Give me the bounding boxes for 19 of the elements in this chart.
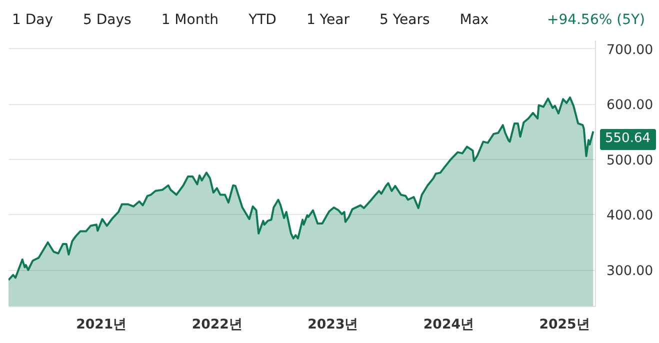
- y-tick-label: 700.00: [606, 42, 654, 58]
- data-label: 550.64: [600, 129, 656, 150]
- y-tick-label: 400.00: [606, 208, 654, 224]
- text: YTD: [248, 11, 276, 30]
- text: 1 Month: [161, 11, 219, 30]
- x-tick-label: 2025년: [539, 318, 590, 332]
- text: 1 Day: [12, 11, 54, 30]
- text: 1 Year: [306, 11, 350, 30]
- text: 5 Years: [379, 11, 430, 30]
- x-tick-label: 2024년: [423, 318, 474, 332]
- x-tick-label: 2021년: [76, 318, 126, 332]
- text: Max: [460, 11, 489, 30]
- x-tick-label: 2022년: [192, 318, 242, 332]
- text: +94.56% (5Y): [547, 11, 645, 30]
- x-tick-label: 2023년: [308, 318, 358, 332]
- y-tick-label: 500.00: [606, 153, 654, 168]
- text: 5 Days: [83, 11, 132, 30]
- y-tick-label: 600.00: [606, 98, 654, 114]
- y-tick-label: 300.00: [606, 264, 654, 279]
